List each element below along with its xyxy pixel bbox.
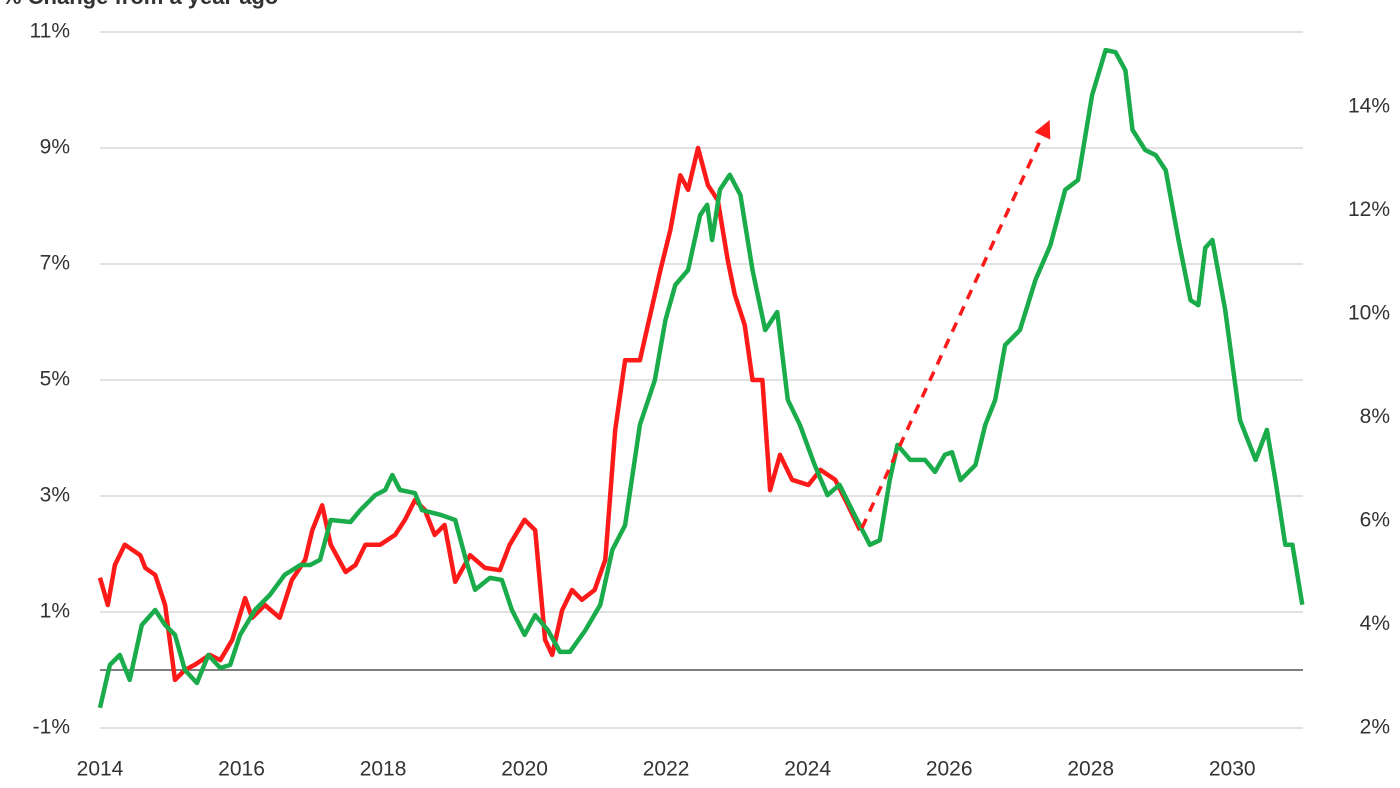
y2-tick-label: 4% (1360, 612, 1390, 635)
y-tick-label: 1% (40, 600, 70, 623)
x-tick-label: 2024 (784, 758, 831, 781)
y2-tick-label: 6% (1360, 509, 1390, 532)
grid (100, 31, 1303, 729)
y-tick-label: 7% (40, 252, 70, 275)
y2-tick-label: 14% (1348, 95, 1390, 118)
y-tick-label: 9% (40, 136, 70, 159)
y-tick-label: -1% (33, 716, 70, 739)
y-tick-label: 3% (40, 484, 70, 507)
x-tick-label: 2020 (501, 758, 548, 781)
x-tick-label: 2018 (360, 758, 407, 781)
x-tick-label: 2014 (77, 758, 124, 781)
series-line (97, 47, 1305, 709)
y-tick-label: 5% (40, 368, 70, 391)
y2-tick-label: 12% (1348, 198, 1390, 221)
x-tick-label: 2016 (218, 758, 265, 781)
x-tick-label: 2022 (643, 758, 690, 781)
trend-arrow (860, 120, 1051, 529)
y2-tick-label: 8% (1360, 405, 1390, 428)
series-line (97, 145, 863, 683)
x-tick-label: 2030 (1209, 758, 1256, 781)
y-tick-label: 11% (30, 20, 70, 43)
y2-tick-label: 2% (1360, 716, 1390, 739)
chart-title: % Change from a year ago (2, 0, 278, 9)
x-tick-label: 2028 (1067, 758, 1114, 781)
lines (97, 47, 1305, 709)
x-tick-label: 2026 (926, 758, 973, 781)
y2-tick-label: 10% (1348, 302, 1390, 325)
